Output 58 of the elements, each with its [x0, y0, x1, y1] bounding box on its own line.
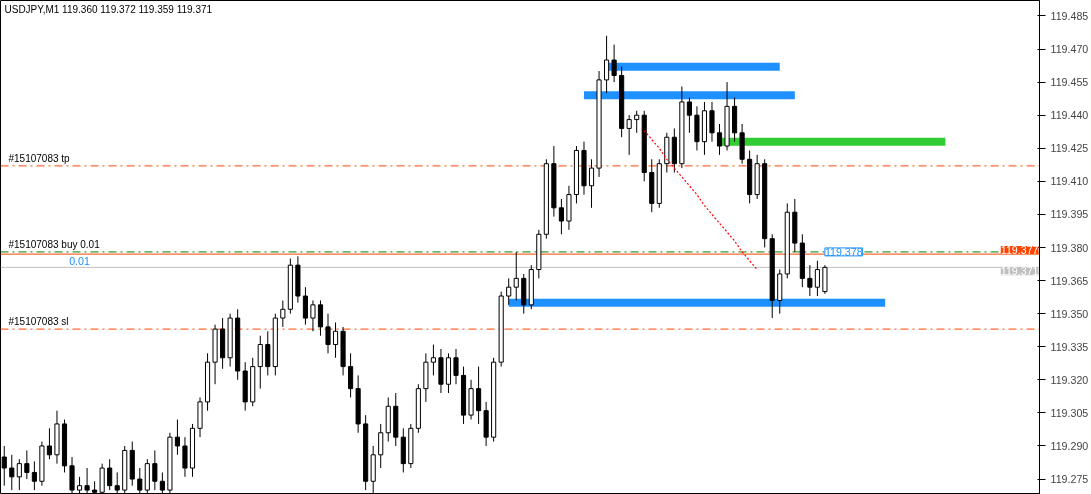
candlestick [453, 348, 459, 385]
candlestick [558, 198, 564, 235]
candlestick [513, 251, 519, 301]
y-tick-label: 119.470 [1050, 43, 1089, 56]
candlestick [9, 454, 15, 491]
candlestick [280, 299, 286, 328]
y-tick-label: 119.410 [1050, 175, 1089, 188]
candlestick [807, 264, 813, 297]
y-tick-label: 119.290 [1050, 439, 1089, 452]
candlestick [302, 286, 308, 326]
candlestick [332, 321, 339, 359]
candlestick [317, 299, 324, 337]
candlestick [430, 344, 436, 376]
y-tick-label: 119.305 [1050, 406, 1089, 419]
y-tick-label: 119.365 [1050, 274, 1089, 287]
y-tick-label: 119.380 [1050, 241, 1089, 254]
candlestick [16, 458, 22, 491]
candlestick [716, 123, 723, 156]
candlestick [476, 366, 482, 425]
candlestick [182, 436, 188, 478]
candlestick [24, 449, 30, 480]
candlestick [348, 352, 354, 398]
chart-title: USDJPY,M1 119.360 119.372 119.359 119.371 [4, 3, 213, 15]
candlestick [604, 35, 610, 94]
candlestick [310, 299, 316, 332]
ref-line-label: #15107083 sl [8, 316, 69, 328]
candlestick [46, 427, 53, 460]
y-tick-label: 119.320 [1050, 373, 1089, 386]
ref-line-label: 119.371 [1000, 265, 1039, 278]
candlestick [506, 277, 512, 306]
candlestick [634, 110, 640, 134]
candlestick [814, 260, 820, 297]
candlestick [325, 313, 331, 354]
y-tick-label: 119.440 [1050, 109, 1089, 122]
y-tick-label: 119.275 [1050, 473, 1089, 486]
candlestick [265, 330, 271, 376]
candlestick [686, 97, 692, 134]
line-series [643, 130, 758, 271]
candlestick [709, 101, 715, 143]
candlestick [378, 423, 384, 469]
candlestick [31, 460, 37, 491]
candlestick [588, 158, 595, 209]
y-tick-label: 119.485 [1050, 9, 1089, 22]
ref-line-label: #15107083 buy 0.01 [8, 238, 101, 250]
candlestick [257, 335, 263, 390]
candlestick [152, 449, 158, 491]
y-tick-label: 119.335 [1050, 340, 1089, 353]
ref-line-label: 119.377 [1000, 244, 1039, 257]
candlestick [626, 114, 632, 156]
ref-line-label: #15107083 tp [8, 152, 71, 164]
y-tick-label: 119.425 [1050, 142, 1089, 155]
candlestick [611, 44, 617, 83]
y-tick-label: 119.455 [1050, 76, 1089, 89]
y-tick-label: 119.350 [1050, 307, 1089, 320]
candlestick [107, 458, 113, 491]
candlestick [174, 419, 180, 456]
annotation: 0.01 [69, 254, 90, 267]
y-tick-label: 119.395 [1050, 208, 1089, 221]
